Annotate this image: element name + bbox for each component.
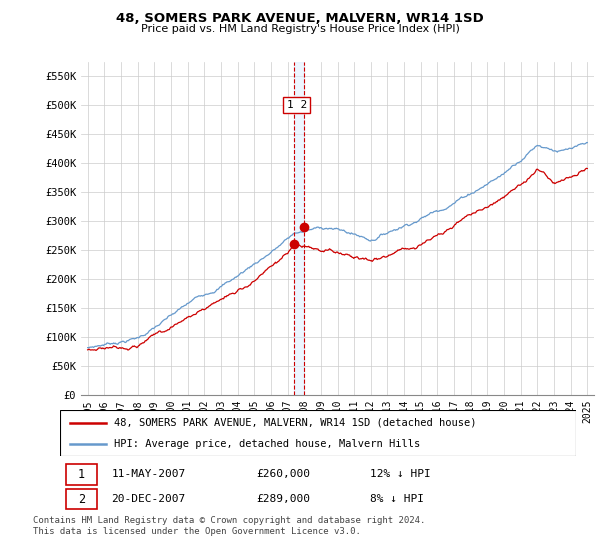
Bar [293,62,304,395]
Text: £260,000: £260,000 [256,469,310,479]
Text: 2: 2 [78,492,85,506]
Text: 1 2: 1 2 [287,100,307,110]
Text: 48, SOMERS PARK AVENUE, MALVERN, WR14 1SD: 48, SOMERS PARK AVENUE, MALVERN, WR14 1S… [116,12,484,25]
FancyBboxPatch shape [60,410,576,456]
Text: 20-DEC-2007: 20-DEC-2007 [112,494,186,504]
FancyBboxPatch shape [66,464,97,484]
Text: 1: 1 [78,468,85,481]
FancyBboxPatch shape [66,489,97,509]
Text: 8% ↓ HPI: 8% ↓ HPI [370,494,424,504]
Text: Contains HM Land Registry data © Crown copyright and database right 2024.
This d: Contains HM Land Registry data © Crown c… [33,516,425,536]
Text: £289,000: £289,000 [256,494,310,504]
Text: Price paid vs. HM Land Registry's House Price Index (HPI): Price paid vs. HM Land Registry's House … [140,24,460,34]
Text: 12% ↓ HPI: 12% ↓ HPI [370,469,430,479]
Text: 11-MAY-2007: 11-MAY-2007 [112,469,186,479]
Text: HPI: Average price, detached house, Malvern Hills: HPI: Average price, detached house, Malv… [114,439,421,449]
Text: 48, SOMERS PARK AVENUE, MALVERN, WR14 1SD (detached house): 48, SOMERS PARK AVENUE, MALVERN, WR14 1S… [114,418,476,428]
